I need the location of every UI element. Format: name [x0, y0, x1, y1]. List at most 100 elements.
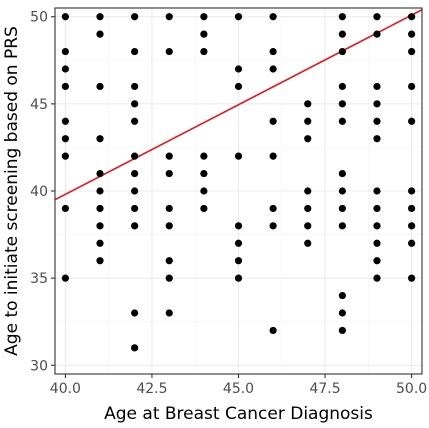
data-point — [96, 187, 104, 195]
data-point — [408, 117, 416, 125]
data-point — [408, 222, 416, 230]
data-point — [165, 152, 173, 160]
data-point — [131, 309, 139, 317]
y-tick-label: 35 — [30, 271, 48, 287]
data-point — [200, 47, 208, 56]
data-point — [373, 187, 381, 195]
data-point — [165, 13, 173, 21]
data-point — [338, 82, 346, 91]
data-point — [373, 135, 381, 143]
data-point — [131, 100, 139, 108]
data-point — [131, 13, 139, 21]
data-point — [373, 100, 381, 108]
data-point — [61, 82, 69, 91]
data-point — [304, 187, 312, 195]
y-tick-label: 30 — [30, 358, 48, 374]
data-point — [131, 204, 139, 213]
data-point — [200, 204, 208, 213]
data-point — [165, 204, 173, 213]
data-point — [200, 13, 208, 21]
data-point — [269, 65, 277, 73]
data-point — [165, 257, 173, 265]
data-point — [165, 169, 173, 178]
data-point — [165, 274, 173, 282]
data-point — [408, 82, 416, 91]
data-point — [131, 82, 139, 91]
data-point — [200, 30, 208, 38]
data-point — [61, 204, 69, 213]
data-point — [373, 13, 381, 21]
data-point — [269, 204, 277, 213]
data-point — [338, 13, 346, 21]
data-point — [338, 117, 346, 125]
data-point — [165, 309, 173, 317]
data-point — [408, 47, 416, 56]
data-point — [338, 100, 346, 108]
data-point — [338, 47, 346, 56]
data-point — [408, 187, 416, 195]
data-point — [408, 204, 416, 213]
data-point — [338, 30, 346, 38]
y-tick-label: 50 — [30, 10, 48, 26]
data-point — [373, 117, 381, 125]
data-point — [338, 187, 346, 195]
data-point — [96, 13, 104, 21]
x-tick-label: 40.0 — [50, 381, 81, 397]
grid-layer — [55, 8, 422, 374]
data-point — [131, 187, 139, 195]
x-tick-label: 50.0 — [396, 381, 427, 397]
y-tick-label: 45 — [30, 97, 48, 113]
x-tick-label: 42.5 — [136, 381, 167, 397]
data-point — [61, 65, 69, 73]
data-point — [234, 222, 243, 230]
data-point — [61, 135, 69, 143]
y-axis-title: Age to initiate screening based on PRS — [2, 26, 22, 356]
data-point — [234, 65, 243, 73]
x-axis-title: Age at Breast Cancer Diagnosis — [104, 404, 373, 424]
data-point — [96, 257, 104, 265]
x-axis: 40.0 42.5 45.0 47.5 50.0 — [50, 374, 427, 397]
data-point — [234, 13, 243, 21]
data-point — [373, 222, 381, 230]
regression-line — [54, 9, 423, 201]
data-point — [269, 152, 277, 160]
data-point — [304, 100, 312, 108]
data-point — [408, 13, 416, 21]
data-point — [200, 169, 208, 178]
data-point — [269, 222, 277, 230]
data-point — [234, 257, 243, 265]
data-point — [96, 169, 104, 178]
data-point — [131, 169, 139, 178]
data-point — [61, 274, 69, 282]
data-point — [408, 30, 416, 38]
data-point — [96, 30, 104, 38]
data-point — [96, 135, 104, 143]
data-point — [373, 204, 381, 213]
data-point — [96, 204, 104, 213]
data-point — [269, 117, 277, 125]
data-point — [234, 239, 243, 247]
data-point — [234, 82, 243, 91]
data-point — [234, 274, 243, 282]
x-tick-label: 47.5 — [309, 381, 340, 397]
data-point — [373, 239, 381, 247]
data-point — [131, 117, 139, 125]
data-point — [338, 291, 346, 300]
data-point — [408, 239, 416, 247]
data-point — [269, 13, 277, 21]
data-point — [269, 47, 277, 56]
data-point — [96, 82, 104, 91]
data-point — [373, 30, 381, 38]
data-point — [234, 152, 243, 160]
data-point — [131, 47, 139, 56]
data-point — [304, 135, 312, 143]
data-point — [304, 222, 312, 230]
fit-line-layer — [54, 9, 423, 201]
data-point — [304, 239, 312, 247]
data-point — [338, 222, 346, 230]
data-point — [131, 152, 139, 160]
data-point — [131, 344, 139, 352]
data-point — [373, 274, 381, 282]
data-point — [269, 326, 277, 335]
